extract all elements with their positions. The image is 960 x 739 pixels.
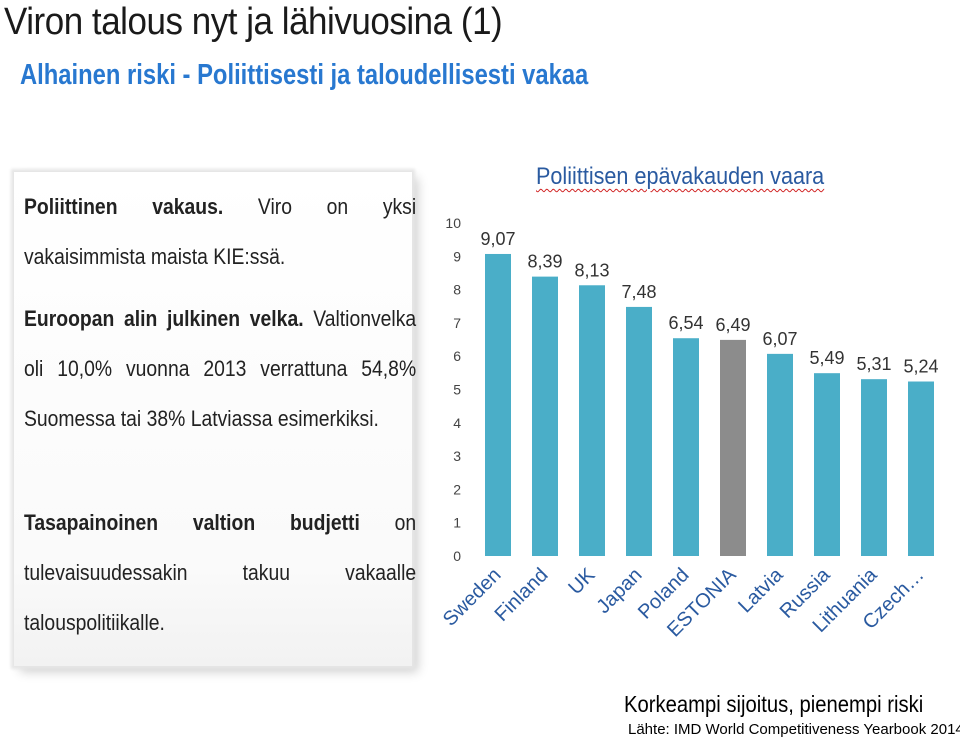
footer-caption: Korkeampi sijoitus, pienempi riski — [624, 691, 924, 717]
y-tick-label: 0 — [453, 548, 461, 564]
footer-source: Lähte: IMD World Competitiveness Yearboo… — [628, 721, 960, 738]
paragraph-heading: Tasapainoinen valtion budjetti — [24, 510, 360, 535]
x-tick-label: UK — [564, 564, 600, 600]
y-tick-label: 9 — [453, 248, 461, 264]
chart-title: Poliittisen epävakauden vaara — [536, 163, 825, 190]
bar — [626, 306, 652, 556]
y-tick-label: 6 — [453, 348, 461, 364]
data-label: 5,24 — [903, 357, 938, 377]
bar — [485, 253, 511, 556]
paragraph-body: Viro on yksi vakaisimmista maista KIE:ss… — [24, 194, 417, 269]
data-label: 8,39 — [527, 252, 562, 272]
y-tick-label: 10 — [445, 215, 461, 231]
y-tick-label: 4 — [453, 415, 461, 431]
page-title: Viron talous nyt ja lähivuosina (1) — [4, 1, 503, 43]
data-label: 5,49 — [809, 348, 844, 368]
data-label: 9,07 — [480, 229, 515, 249]
data-label: 6,54 — [668, 313, 703, 333]
bar — [767, 353, 793, 556]
x-tick-label: Finland — [491, 564, 553, 626]
info-textbox: Poliittinen vakaus. Viro on yksi vakaisi… — [14, 172, 416, 666]
paragraph-body: Valtionvelka oli 10,0% vuonna 2013 verra… — [24, 306, 417, 431]
x-tick-label: Sweden — [439, 564, 506, 631]
bar — [579, 285, 605, 556]
data-label: 8,13 — [574, 260, 609, 280]
y-tick-label: 1 — [453, 515, 461, 531]
bar — [814, 373, 840, 556]
y-tick-label: 2 — [453, 481, 461, 497]
y-tick-label: 3 — [453, 448, 461, 464]
paragraph-body: on tulevaisuudessakin takuu vakaalle tal… — [24, 510, 417, 635]
paragraph-public-debt: Euroopan alin julkinen velka. Valtionvel… — [24, 294, 416, 444]
paragraph-political-stability: Poliittinen vakaus. Viro on yksi vakaisi… — [24, 182, 416, 282]
bar — [861, 379, 887, 556]
data-label: 7,48 — [621, 282, 656, 302]
bar — [673, 338, 699, 556]
data-label: 6,07 — [762, 329, 797, 349]
bar — [720, 339, 746, 556]
paragraph-heading: Euroopan alin julkinen velka. — [24, 306, 304, 331]
data-label: 5,31 — [856, 354, 891, 374]
y-tick-label: 8 — [453, 282, 461, 298]
y-tick-label: 5 — [453, 382, 461, 398]
y-tick-label: 7 — [453, 315, 461, 331]
bar — [532, 276, 558, 556]
paragraph-balanced-budget: Tasapainoinen valtion budjetti on tuleva… — [24, 498, 416, 648]
page-subtitle: Alhainen riski - Poliittisesti ja taloud… — [20, 59, 589, 91]
paragraph-heading: Poliittinen vakaus. — [24, 194, 224, 219]
data-label: 6,49 — [715, 315, 750, 335]
bar — [908, 381, 934, 556]
